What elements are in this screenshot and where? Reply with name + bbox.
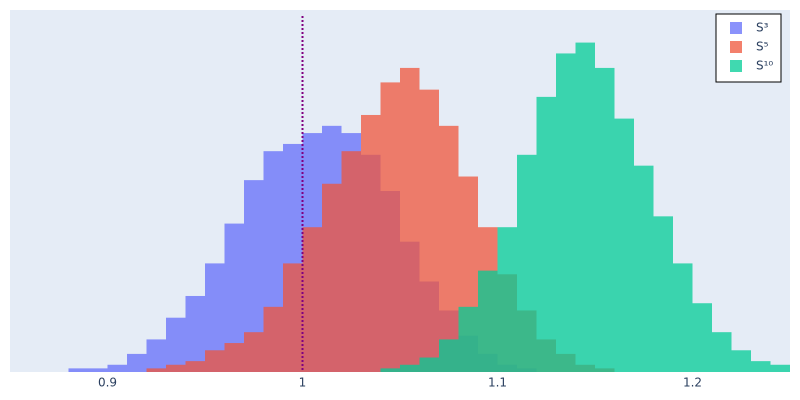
histogram-bar	[361, 114, 381, 372]
histogram-bar	[692, 303, 712, 372]
legend-label: S⁵	[756, 40, 769, 54]
histogram-bar	[224, 223, 244, 372]
histogram-bar	[244, 180, 264, 372]
histogram-bar	[185, 361, 205, 372]
histogram-bar	[439, 339, 459, 372]
histogram-bar	[185, 295, 205, 372]
histogram-bar	[712, 332, 732, 372]
histogram-bar	[244, 332, 264, 372]
histogram-bar	[673, 263, 693, 372]
legend-label: S¹⁰	[756, 59, 773, 73]
histogram-bar	[653, 216, 673, 372]
legend-swatch	[730, 60, 742, 72]
x-tick-label: 1	[299, 376, 307, 390]
histogram-bar	[575, 42, 595, 373]
legend-box	[715, 13, 782, 83]
histogram-bar	[634, 165, 654, 372]
histogram-bar	[322, 183, 342, 372]
x-tick-label: 1.1	[488, 376, 507, 390]
overlay: S³ S⁵ S¹⁰	[301, 13, 782, 372]
histogram-bar	[536, 96, 556, 372]
histogram-bar	[166, 364, 186, 372]
histogram-bar	[263, 306, 283, 372]
histogram-bar	[127, 353, 147, 372]
histogram-bar	[107, 364, 127, 372]
legend-label: S³	[756, 21, 769, 35]
legend-swatch	[730, 41, 742, 53]
histogram-bar	[556, 53, 576, 372]
histogram-bar	[751, 361, 771, 372]
histogram-bar	[205, 350, 225, 372]
histogram-bar	[380, 368, 400, 372]
histogram-bar	[146, 339, 166, 372]
histogram-bar	[439, 125, 459, 372]
histogram-bar	[614, 118, 634, 372]
histogram-bar	[341, 151, 361, 372]
histogram-bar	[517, 154, 537, 372]
histogram-bar	[419, 357, 439, 372]
legend-swatch	[730, 22, 742, 34]
histogram-bar	[458, 306, 478, 372]
histogram-bar	[146, 368, 166, 372]
histogram-bar	[68, 368, 88, 372]
histogram-bar	[400, 364, 420, 372]
histogram-bar	[380, 82, 400, 373]
histogram-bar	[166, 317, 186, 372]
histogram-bar	[224, 343, 244, 372]
histogram-bar	[497, 227, 517, 372]
histogram-bar	[88, 368, 108, 372]
histogram-bar	[478, 270, 498, 372]
histogram-bar	[400, 67, 420, 373]
histogram-bar	[731, 350, 751, 372]
histogram-bar	[419, 89, 439, 372]
bars	[68, 42, 790, 373]
histogram-bar	[302, 227, 322, 372]
histogram-bar	[205, 263, 225, 372]
histogram-bar	[770, 364, 790, 372]
x-tick-label: 1.2	[683, 376, 702, 390]
histogram-bar	[283, 263, 303, 372]
histogram-bar	[595, 67, 615, 373]
x-tick-label: 0.9	[98, 376, 117, 390]
